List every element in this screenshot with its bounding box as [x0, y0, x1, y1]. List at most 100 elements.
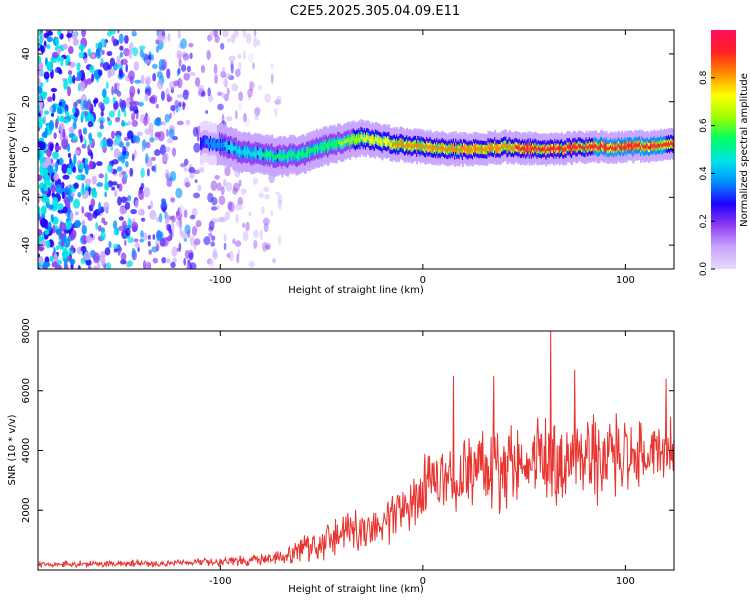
- spectrogram-ridge-cell: [484, 147, 487, 152]
- spectrogram-ridge-cell: [459, 145, 462, 150]
- spectrogram-ridge-cell: [581, 145, 583, 150]
- spectrogram-ridge-cell: [371, 136, 374, 142]
- spectrogram-ridge-cell: [309, 150, 312, 155]
- spectrogram-ridge-cell: [614, 144, 617, 149]
- spectrogram-noise-blob: [59, 115, 65, 123]
- spectrogram-ridge-cell: [301, 151, 304, 156]
- spectrogram-ridge-cell: [370, 138, 373, 143]
- spectrogram-ridge-cell: [466, 147, 469, 152]
- spectrogram-noise-blob: [112, 96, 117, 104]
- spectrogram-noise-blob: [265, 244, 271, 251]
- spectrogram-noise-blob: [38, 192, 41, 203]
- spectrogram-noise-blob: [85, 234, 93, 244]
- spectrogram-noise-blob: [155, 120, 163, 126]
- spectrogram-noise-blob: [131, 30, 137, 33]
- spectrogram-ridge-cell: [406, 142, 409, 147]
- spectrogram-noise-blob: [116, 166, 123, 172]
- spectrogram-ridge-cell: [643, 145, 646, 150]
- spectrogram-noise-blob: [52, 151, 59, 160]
- spectrogram-noise-blob: [71, 106, 76, 115]
- spectrogram-ridge-cell: [265, 151, 268, 156]
- spectrogram-ridge-cell: [588, 143, 591, 148]
- spectrogram-noise-blob: [183, 257, 187, 266]
- spectrogram-noise-blob: [118, 183, 123, 192]
- snr-y-tick-label: 6000: [21, 378, 32, 403]
- spectrogram-noise-blob: [50, 213, 54, 223]
- spectrogram-noise-blob: [263, 186, 270, 193]
- spectrogram-ridge-cell: [653, 142, 656, 147]
- spectrogram-ridge-cell: [572, 145, 575, 149]
- spectrogram-noise-blob: [189, 214, 196, 220]
- spectrogram-ridge-cell: [267, 151, 270, 157]
- spectrogram-noise-blob: [251, 82, 256, 88]
- spectrogram-noise-blob: [127, 237, 135, 243]
- spectrogram-ridge-cell: [304, 152, 307, 158]
- spectrogram-ridge-cell: [445, 146, 448, 151]
- spectrogram-noise-blob: [53, 173, 59, 181]
- spectrogram-noise-blob: [38, 55, 42, 64]
- spectrogram-ridge-cell: [663, 142, 666, 147]
- spectrogram-ridge-cell: [270, 152, 273, 157]
- spectrogram-noise-blob: [238, 61, 242, 71]
- spectrogram-ridge-cell: [529, 145, 532, 149]
- spectrogram-noise-blob: [234, 240, 242, 247]
- spectrogram-noise-blob: [42, 167, 49, 178]
- spectrogram-noise-blob: [147, 234, 151, 240]
- spectrogram-noise-blob: [73, 153, 77, 165]
- spectrogram-noise-blob: [107, 164, 113, 173]
- spectrogram-ridge-cell: [500, 144, 503, 149]
- spectrogram-noise-blob: [238, 91, 244, 102]
- colorbar: 0.0 0.2 0.4 0.6 0.8 Normalized spectral ampl…: [699, 30, 750, 276]
- spectrogram-noise-blob: [134, 242, 141, 249]
- spectrogram-ridge-cell: [328, 143, 331, 148]
- spectrogram-noise-blob: [253, 239, 258, 250]
- spectrogram-noise-blob: [140, 230, 144, 238]
- spectrogram-ridge-cell: [352, 136, 355, 141]
- spectrogram-noise-blob: [277, 199, 283, 210]
- spectrogram-ridge-cell: [345, 138, 348, 143]
- spectrogram-noise-blob: [238, 203, 245, 210]
- spectrogram-ridge-cell: [264, 152, 267, 157]
- spectrogram-noise-blob: [160, 121, 167, 126]
- spectrogram-noise-blob: [81, 30, 86, 38]
- spectrogram-ridge-cell: [335, 142, 338, 148]
- spectrogram-noise-blob: [221, 113, 225, 124]
- spectrogram-ridge-cell: [313, 148, 316, 153]
- spectrogram-noise-blob: [222, 30, 229, 38]
- spectrogram-noise-blob: [217, 103, 224, 111]
- spectrogram-noise-blob: [127, 195, 132, 202]
- spectrogram-noise-blob: [214, 74, 218, 84]
- spectrogram-noise-blob: [123, 109, 127, 118]
- spectrogram-ridge-cell: [437, 147, 440, 152]
- spectrogram-noise-blob: [104, 191, 107, 198]
- spectrogram-noise-blob: [103, 201, 110, 213]
- spectrogram-noise-blob: [183, 72, 191, 81]
- spectrogram-ridge-cell: [363, 135, 366, 140]
- spectrogram-noise-blob: [169, 112, 172, 119]
- spectrogram-noise-blob: [63, 79, 69, 90]
- spectrogram-noise-blob: [43, 71, 50, 80]
- spectrogram-ridge-cell: [613, 147, 616, 151]
- spectrogram-noise-blob: [119, 98, 123, 109]
- spectrogram-ridge-cell: [366, 135, 368, 140]
- spectrogram-noise-blob: [120, 259, 127, 265]
- spectrogram-noise-blob: [228, 55, 236, 62]
- spectrogram-ridge-cell: [285, 154, 288, 160]
- spectrogram-ridge-cell: [252, 151, 255, 156]
- spectrogram-noise-blob: [222, 179, 227, 190]
- spectrogram-ridge-cell: [425, 146, 427, 151]
- spectrogram-ridge-cell: [641, 143, 644, 147]
- spectrogram-noise-blob: [134, 109, 139, 114]
- spectrogram-ridge-cell: [397, 143, 400, 148]
- spectrogram-noise-blob: [68, 45, 74, 55]
- spectrogram-noise-blob: [208, 258, 215, 269]
- spectrogram-noise-blob: [59, 56, 65, 62]
- spectrogram-noise-blob: [210, 241, 216, 247]
- spectrogram-ridge-cell: [418, 143, 421, 148]
- spectrogram-noise-blob: [265, 242, 271, 250]
- spectrogram-noise-blob: [175, 187, 183, 199]
- spectrogram-ridge-cell: [632, 146, 635, 151]
- spectrogram-ridge-cell: [382, 138, 385, 143]
- spectrogram-ridge-cell: [416, 146, 419, 150]
- spectrogram-ridge-cell: [642, 144, 645, 149]
